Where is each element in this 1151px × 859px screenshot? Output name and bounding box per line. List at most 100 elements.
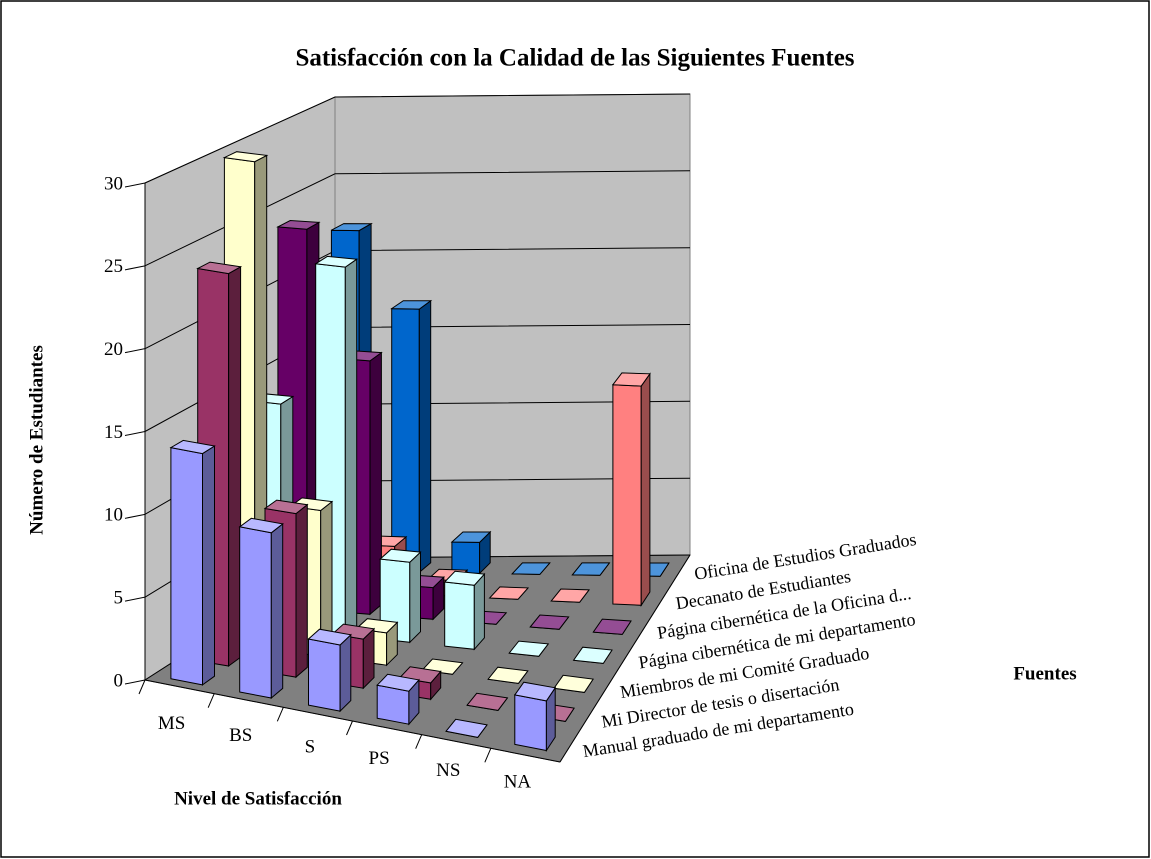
y-tick — [124, 265, 146, 271]
x-tick-label: PS — [369, 748, 390, 769]
bar-side — [409, 550, 421, 644]
bar-side — [640, 372, 651, 607]
y-tick-label: 25 — [104, 256, 123, 277]
bar-side — [295, 503, 308, 679]
bar — [529, 614, 570, 630]
x-tick-label: MS — [158, 713, 185, 734]
x-tick — [484, 748, 492, 763]
bar — [390, 299, 433, 574]
bar-side — [339, 633, 352, 713]
y-tick-label: 30 — [104, 173, 123, 194]
bar — [508, 640, 550, 657]
y-tick — [124, 596, 146, 602]
bar — [263, 499, 309, 679]
bar — [487, 666, 529, 684]
bar-front — [170, 446, 203, 686]
y-tick — [124, 182, 146, 188]
grid-line — [144, 170, 691, 267]
bar-top — [529, 614, 570, 630]
bar — [376, 673, 420, 726]
bar — [450, 530, 492, 575]
bar-front — [444, 581, 475, 650]
bar — [379, 548, 422, 644]
x-tick — [138, 679, 146, 695]
bar-top — [443, 570, 486, 586]
bar-top — [379, 548, 422, 563]
bar-top — [550, 588, 590, 603]
bar-side — [228, 265, 242, 667]
x-tick — [346, 720, 353, 736]
bar-top — [510, 562, 551, 575]
bar-top — [487, 666, 529, 684]
bar — [510, 562, 551, 575]
z-axis — [559, 554, 691, 763]
bar-side — [344, 258, 358, 637]
bar-top — [222, 151, 269, 163]
bar-front — [376, 684, 410, 725]
x-tick — [276, 707, 284, 722]
y-tick — [124, 679, 146, 685]
bar-top — [307, 628, 352, 646]
y-tick-label: 0 — [114, 670, 124, 691]
bar — [488, 586, 530, 600]
y-tick-label: 5 — [114, 588, 124, 609]
bar-top — [450, 531, 492, 543]
bar-top — [611, 372, 651, 387]
bar-top — [508, 640, 550, 657]
bar — [238, 517, 284, 700]
bar-top — [572, 646, 613, 664]
y-axis-title: Número de Estudiantes — [26, 345, 47, 535]
bar — [513, 681, 557, 753]
chart-title: Satisfacción con la Calidad de las Sigui… — [295, 45, 854, 72]
bar-top — [466, 692, 509, 711]
bar-top — [238, 517, 284, 534]
bar-top — [571, 562, 611, 576]
bar-top — [513, 681, 557, 702]
bar-top — [376, 673, 420, 692]
bar-front — [239, 526, 272, 699]
y-tick — [124, 513, 146, 519]
y-tick-label: 10 — [104, 505, 123, 526]
x-tick-label: BS — [229, 725, 252, 746]
x-tick-label: NS — [436, 760, 460, 781]
bar-top — [276, 219, 321, 230]
bar — [445, 718, 488, 738]
bar-front — [308, 638, 341, 712]
x-axis-title: Nivel de Satisfacción — [174, 788, 342, 809]
bar-top — [488, 586, 530, 600]
bar — [550, 588, 590, 603]
y-tick-label: 15 — [104, 422, 123, 443]
bar-front — [514, 694, 547, 752]
bar-top — [331, 223, 373, 232]
bar-top — [263, 499, 309, 515]
bar-front — [451, 541, 481, 574]
x-tick-label: S — [305, 737, 316, 758]
bar — [553, 674, 594, 693]
x-tick — [415, 734, 423, 749]
bar-side — [418, 299, 432, 574]
bar-top — [592, 618, 632, 635]
bar — [169, 439, 216, 686]
y-tick — [124, 348, 146, 354]
z-axis-title: Fuentes — [1013, 663, 1076, 684]
x-tick — [207, 693, 215, 708]
y-tick-label: 20 — [104, 339, 123, 360]
bar-front — [391, 308, 420, 573]
bar — [572, 646, 613, 664]
y-tick — [124, 431, 146, 436]
x-axis — [144, 679, 561, 763]
bar-top — [445, 718, 488, 738]
bar — [592, 618, 632, 635]
bar-front — [612, 384, 642, 606]
bar-side — [270, 522, 284, 700]
bar — [443, 570, 486, 651]
bar — [611, 372, 651, 607]
bar-side — [202, 445, 215, 686]
bar-top — [553, 674, 594, 693]
bar — [466, 692, 509, 711]
bar-side — [369, 351, 382, 616]
bar-top — [169, 439, 216, 455]
bar-top — [390, 300, 433, 310]
bar — [307, 628, 352, 713]
